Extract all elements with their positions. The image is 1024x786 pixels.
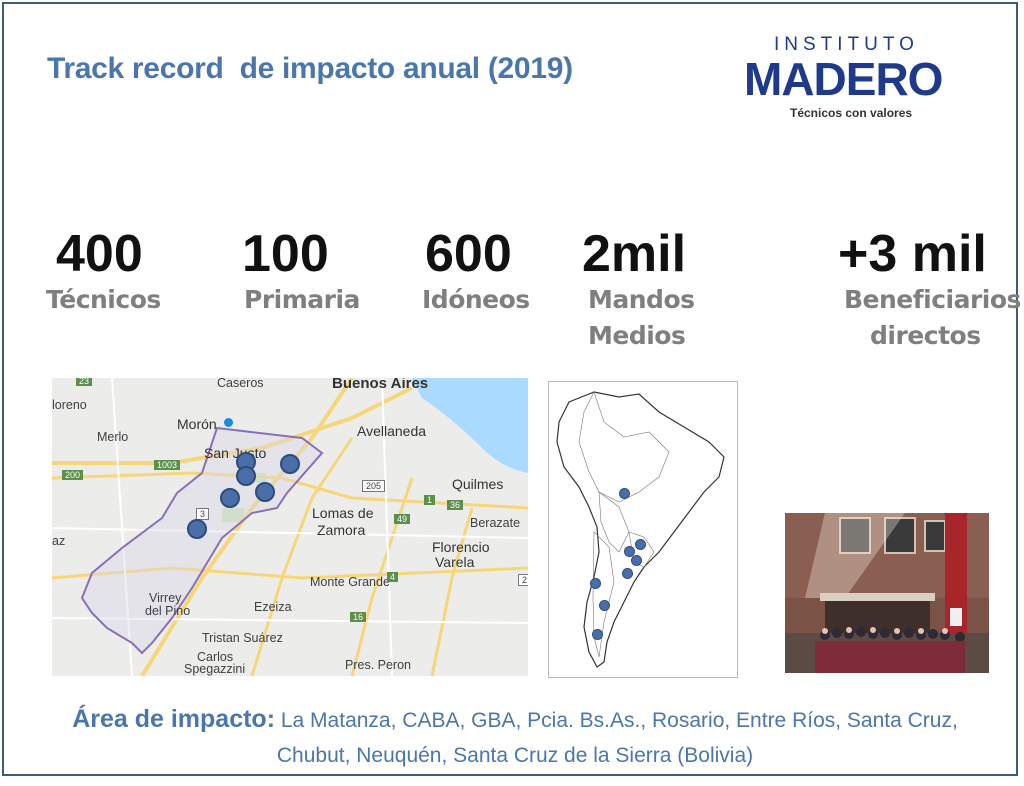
road-shield: 200 [62, 470, 84, 480]
group-photo-drawing [785, 513, 989, 673]
stat-beneficiarios: +3 mil Beneficiarios directos [838, 226, 1021, 354]
group-photo [785, 513, 989, 673]
map-label-lomas: Lomas de [312, 505, 374, 521]
stat-label: Mandos [588, 285, 695, 314]
stat-value: 2mil [582, 225, 687, 283]
location-marker-icon [622, 568, 633, 579]
location-marker-icon [590, 578, 601, 589]
stat-idoneos: 600 Idóneos [422, 225, 530, 318]
location-marker-icon [592, 629, 603, 640]
map-label-buenos-aires: Buenos Aires [332, 378, 429, 392]
map-label-carlos: Carlos [197, 650, 234, 664]
map-label-san-justo: San Justo [204, 445, 267, 461]
location-marker-icon [280, 454, 300, 474]
road-shield: 2 [518, 574, 528, 586]
stat-label: Primaria [244, 285, 360, 314]
logo-main-text: MADERO [744, 53, 943, 105]
road-shield: 1003 [154, 460, 181, 470]
location-marker-icon [599, 600, 610, 611]
stat-primaria: 100 Primaria [242, 226, 360, 318]
map-label-pres-peron: Pres. Peron [345, 658, 412, 672]
map-label-florencio: Florencio [432, 539, 490, 555]
impact-area-lead: Área de impacto: [72, 705, 276, 733]
stat-label: Medios [588, 321, 686, 350]
location-marker-icon [255, 482, 275, 502]
map-label-del-pino: del Pino [145, 604, 191, 618]
location-marker-icon [631, 555, 642, 566]
stat-tecnicos: 400 Técnicos [46, 225, 161, 318]
stat-mandos-medios: 2mil Mandos Medios [582, 226, 695, 354]
map-label-spegazzini: Spegazzini [184, 662, 246, 676]
map-label-varela: Varela [435, 554, 475, 570]
map-label-tristan-suarez: Tristan Suárez [202, 631, 283, 645]
stat-value: 100 [242, 225, 329, 283]
location-dot-icon [224, 418, 233, 427]
impact-area-text: La Matanza, CABA, GBA, Pcia. Bs.As., Ros… [275, 709, 958, 767]
stat-value: +3 mil [838, 225, 987, 283]
map-label-merlo: Merlo [97, 430, 129, 444]
location-marker-icon [187, 519, 207, 539]
location-marker-icon [220, 488, 240, 508]
map-drawing [52, 378, 528, 676]
logo-tagline: Técnicos con valores [790, 106, 913, 120]
road-shield: 16 [350, 612, 367, 622]
road-shield: 49 [394, 514, 411, 524]
slide-title: Track record de impacto anual (2019) [47, 52, 573, 85]
location-marker-icon [624, 546, 635, 557]
south-america-outline [556, 391, 725, 668]
road-shield: 36 [447, 500, 464, 510]
stat-label: Beneficiarios [844, 285, 1021, 314]
stat-value: 600 [425, 225, 512, 283]
road-shield: 205 [362, 480, 386, 492]
road-shield: 3 [196, 508, 210, 520]
map-label-az: az [52, 534, 66, 548]
map-label-moron: Morón [177, 416, 217, 432]
map-label-monte-grande: Monte Grande [310, 575, 390, 589]
map-label-ezeiza: Ezeiza [254, 600, 292, 614]
south-america-map [548, 381, 738, 678]
instituto-madero-logo: INSTITUTO MADERO Técnicos con valores [744, 34, 964, 124]
map-label-moreno: loreno [52, 398, 87, 412]
road-shield: 4 [387, 572, 399, 582]
buenos-aires-map: Caseros Buenos Aires loreno Merlo Morón … [52, 378, 528, 676]
location-marker-icon [635, 539, 646, 550]
impact-area-footer: Área de impacto: La Matanza, CABA, GBA, … [60, 702, 970, 773]
slide-frame [2, 2, 1018, 776]
map-label-virrey: Virrey [149, 591, 182, 605]
location-marker-icon [619, 488, 630, 499]
stat-value: 400 [56, 225, 143, 283]
map-label-caseros: Caseros [217, 378, 264, 390]
map-label-quilmes: Quilmes [452, 476, 504, 492]
stat-label: Idóneos [422, 285, 530, 314]
map-label-berazategui: Berazate [470, 516, 521, 530]
logo-top-text: INSTITUTO [774, 34, 919, 55]
stat-label: directos [870, 321, 981, 350]
road-shield: 1 [424, 495, 436, 505]
map-label-zamora: Zamora [317, 522, 366, 538]
map-label-avellaneda: Avellaneda [357, 423, 427, 439]
stat-label: Técnicos [46, 285, 161, 314]
location-marker-icon [236, 466, 256, 486]
road-shield: 23 [76, 378, 93, 386]
